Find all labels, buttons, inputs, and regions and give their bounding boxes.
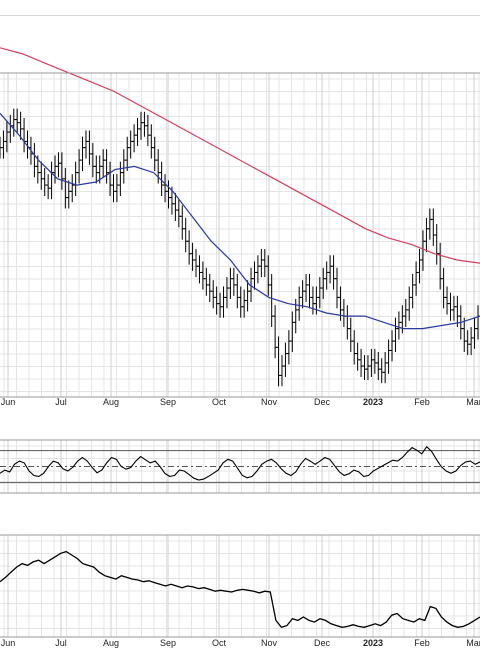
x-tick-label: Oct xyxy=(212,397,227,407)
relative-panel-bg xyxy=(0,535,480,637)
x-tick-label: Aug xyxy=(103,638,119,648)
x-tick-label: 2023 xyxy=(363,638,383,648)
x-tick-label: Dec xyxy=(314,638,331,648)
oscillator-line xyxy=(0,445,480,481)
price-panel-bg xyxy=(0,73,480,397)
x-tick-label: Dec xyxy=(314,397,331,407)
x-tick-label: Feb xyxy=(414,397,430,407)
x-tick-label: Jun xyxy=(1,638,16,648)
x-tick-label: Nov xyxy=(261,638,278,648)
x-tick-label: 2023 xyxy=(363,397,383,407)
title-strip xyxy=(0,0,480,16)
x-tick-label: Jul xyxy=(55,397,67,407)
x-tick-label: Mar xyxy=(466,638,480,648)
x-tick-label: Mar xyxy=(466,397,480,407)
x-tick-label: Nov xyxy=(261,397,278,407)
x-tick-label: Aug xyxy=(103,397,119,407)
x-tick-label: Feb xyxy=(414,638,430,648)
x-tick-label: Jul xyxy=(55,638,67,648)
x-tick-label: Sep xyxy=(160,397,176,407)
relative-strength-line xyxy=(0,550,480,629)
moving-average-50-line xyxy=(0,112,480,330)
x-tick-label: Jun xyxy=(1,397,16,407)
moving-average-200-line xyxy=(0,47,480,264)
x-tick-label: Oct xyxy=(212,638,227,648)
x-tick-label: Sep xyxy=(160,638,176,648)
